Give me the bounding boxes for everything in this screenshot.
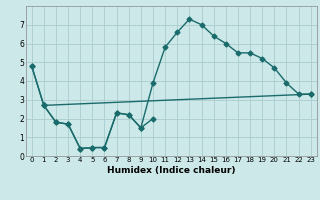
X-axis label: Humidex (Indice chaleur): Humidex (Indice chaleur)	[107, 166, 236, 175]
